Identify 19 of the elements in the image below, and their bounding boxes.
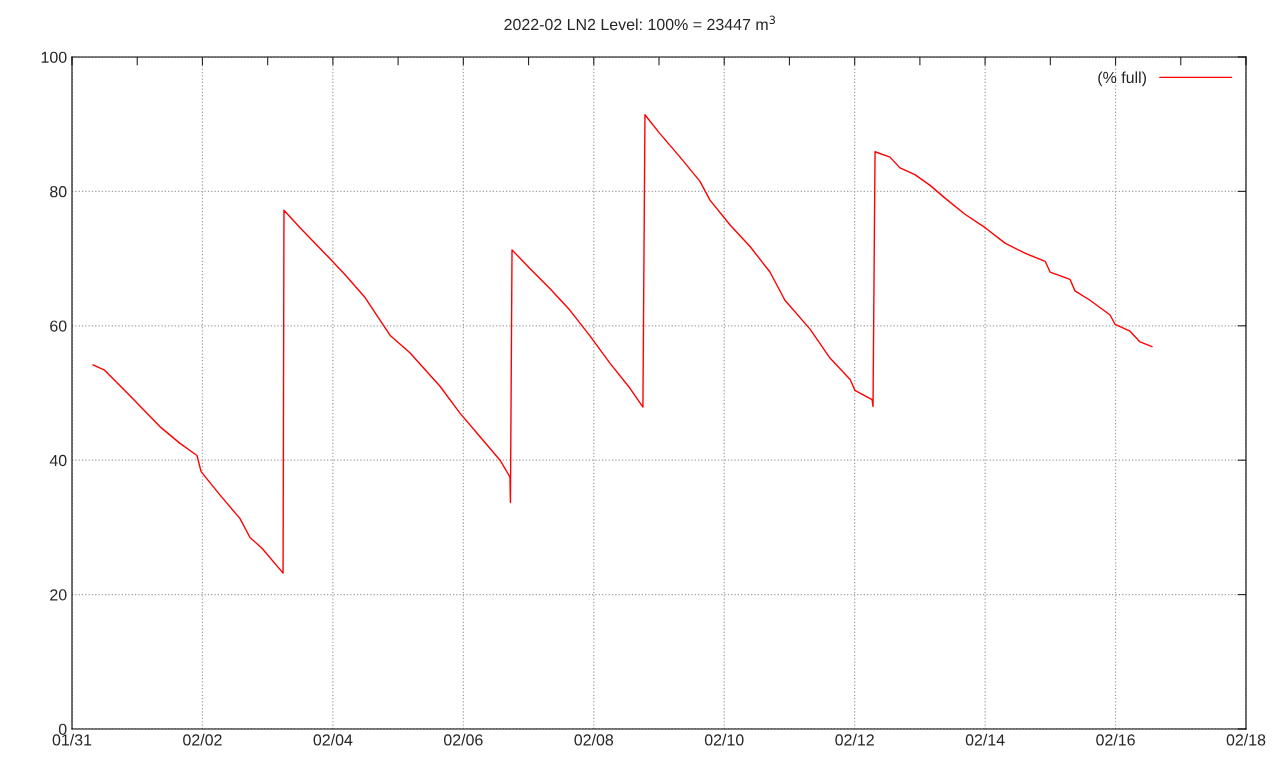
line-series xyxy=(92,114,1153,574)
x-tick-label: 02/18 xyxy=(1226,733,1266,746)
y-tick-label: 0 xyxy=(58,723,67,735)
x-tick-label: 02/16 xyxy=(1096,733,1135,746)
x-tick-label: 01/31 xyxy=(52,733,92,746)
y-tick-label: 100 xyxy=(41,51,67,63)
x-tick-label: 02/02 xyxy=(183,733,222,746)
x-tick-label: 02/14 xyxy=(965,733,1005,746)
x-tick-label: 02/10 xyxy=(704,733,744,746)
x-tick-label: 02/12 xyxy=(835,733,874,746)
legend-label: (% full) xyxy=(1098,71,1146,87)
x-tick-label: 02/06 xyxy=(443,733,483,746)
y-tick-label: 60 xyxy=(50,320,67,332)
chart-title: 2022-02 LN2 Level: 100% = 23447 m$^{3}$ xyxy=(504,15,776,31)
y-tick-label: 80 xyxy=(50,186,67,198)
x-tick-label: 02/04 xyxy=(313,733,353,746)
y-tick-label: 40 xyxy=(49,454,67,467)
x-tick-label: 02/08 xyxy=(574,733,614,746)
y-tick-label: 20 xyxy=(50,589,67,601)
